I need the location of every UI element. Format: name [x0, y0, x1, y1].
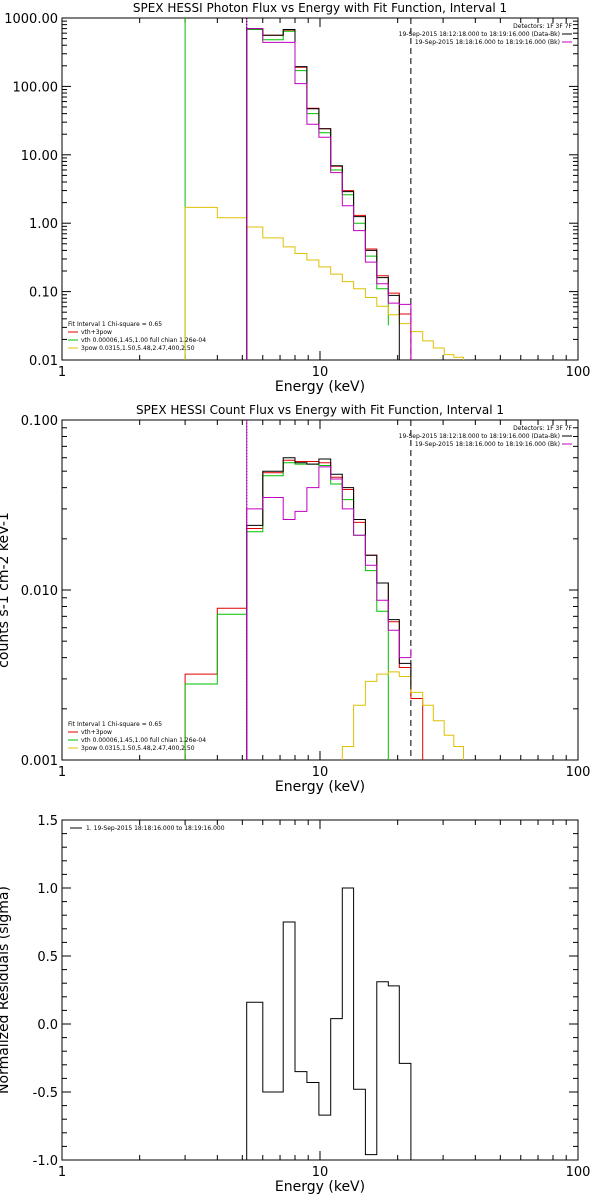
- legend-entry: Fit Interval 1 Chi-square = 0.65: [68, 321, 162, 328]
- series-line: [184, 206, 464, 360]
- legend-entry: 19-Sep-2015 18:12:18.000 to 18:19:16.000…: [399, 31, 560, 38]
- chart-panel-2: SPEX HESSI Count Flux vs Energy with Fit…: [0, 403, 590, 795]
- y-tick-label: 0.010: [21, 584, 58, 599]
- x-tick-label: 10: [312, 1165, 329, 1180]
- plot-frame: [61, 419, 579, 761]
- series-line: [184, 462, 389, 760]
- x-tick-label: 100: [566, 765, 591, 780]
- y-tick-label: 1.5: [37, 814, 58, 829]
- x-tick-label: 100: [566, 1165, 591, 1180]
- y-axis-label: Normalized Residuals (sigma): [0, 886, 12, 1094]
- series-line: [246, 887, 412, 1160]
- x-tick-label: 10: [312, 765, 329, 780]
- legend-entry: 19-Sep-2015 18:18:16.000 to 18:19:16.000…: [415, 441, 560, 448]
- plot-data: [246, 887, 412, 1160]
- y-tick-label: -0.5: [33, 1086, 58, 1101]
- series-line: [246, 466, 412, 760]
- legend-entry: 3pow 0.0315,1.50,5.48,2.47,400,2.50: [81, 745, 195, 752]
- y-tick-label: 10.00: [21, 149, 58, 164]
- y-axis-label: counts s-1 cm-2 keV-1: [0, 512, 12, 668]
- x-axis-label: Energy (keV): [275, 379, 365, 395]
- x-tick-label: 1: [58, 365, 66, 380]
- y-tick-label: 1.00: [29, 217, 58, 232]
- chart-title: SPEX HESSI Photon Flux vs Energy with Fi…: [133, 1, 507, 15]
- y-tick-label: 0.001: [21, 754, 58, 769]
- series-line: [246, 28, 412, 360]
- series-line: [246, 29, 389, 360]
- chart-title: SPEX HESSI Count Flux vs Energy with Fit…: [136, 403, 504, 417]
- y-tick-label: 0.0: [37, 1018, 58, 1033]
- series-line: [341, 671, 464, 760]
- legend-entry: vth+3pow: [81, 329, 112, 336]
- y-tick-label: 0.5: [37, 950, 58, 965]
- chart-panel-1: SPEX HESSI Photon Flux vs Energy with Fi…: [4, 1, 590, 395]
- y-tick-label: 1.0: [37, 882, 58, 897]
- legend-entry: vth+3pow: [81, 729, 112, 736]
- legend-entry: vth 0.00006,1.45,1.00 full chian 1.26e-0…: [81, 337, 206, 344]
- x-tick-label: 100: [566, 365, 591, 380]
- plot-data: [184, 18, 464, 360]
- x-tick-label: 1: [58, 1165, 66, 1180]
- legend-entry: 3pow 0.0315,1.50,5.48,2.47,400,2.50: [81, 345, 195, 352]
- legend-entry: vth 0.00006,1.45,1.00 full chian 1.26e-0…: [81, 737, 206, 744]
- plot-frame: [61, 819, 579, 1161]
- y-tick-label: 100.00: [13, 80, 59, 95]
- chart-panel-3: 1 10 100 Energy (keV) 1.5 1.0 0.5 0.0 -0.5 -1.0 No…: [0, 814, 590, 1195]
- series-line: [246, 29, 412, 360]
- plot-data: [184, 420, 464, 760]
- y-tick-label: 0.01: [29, 354, 58, 369]
- x-tick-label: 10: [312, 365, 329, 380]
- legend-entry: Detectors: 1F 3F 7F: [513, 23, 572, 30]
- series-line: [246, 28, 400, 360]
- y-tick-label: -1.0: [33, 1154, 58, 1169]
- legend-entry: 19-Sep-2015 18:18:16.000 to 18:19:16.000…: [415, 39, 560, 46]
- plot-frame: [61, 17, 579, 361]
- y-tick-label: 0.10: [29, 286, 58, 301]
- y-tick-label: 0.100: [21, 414, 58, 429]
- series-line: [184, 459, 424, 760]
- x-axis-label: Energy (keV): [275, 779, 365, 795]
- x-tick-label: 1: [58, 765, 66, 780]
- series-line: [246, 457, 412, 760]
- legend-entry: Fit Interval 1 Chi-square = 0.65: [68, 721, 162, 728]
- y-tick-label: 1000.00: [4, 12, 58, 27]
- legend-entry: 1. 19-Sep-2015 18:18:16.000 to 18:19:16.…: [86, 825, 225, 832]
- legend-entry: 19-Sep-2015 18:12:18.000 to 18:19:16.000…: [399, 433, 560, 440]
- legend-entry: Detectors: 1F 3F 7F: [513, 425, 572, 432]
- x-axis-label: Energy (keV): [275, 1179, 365, 1195]
